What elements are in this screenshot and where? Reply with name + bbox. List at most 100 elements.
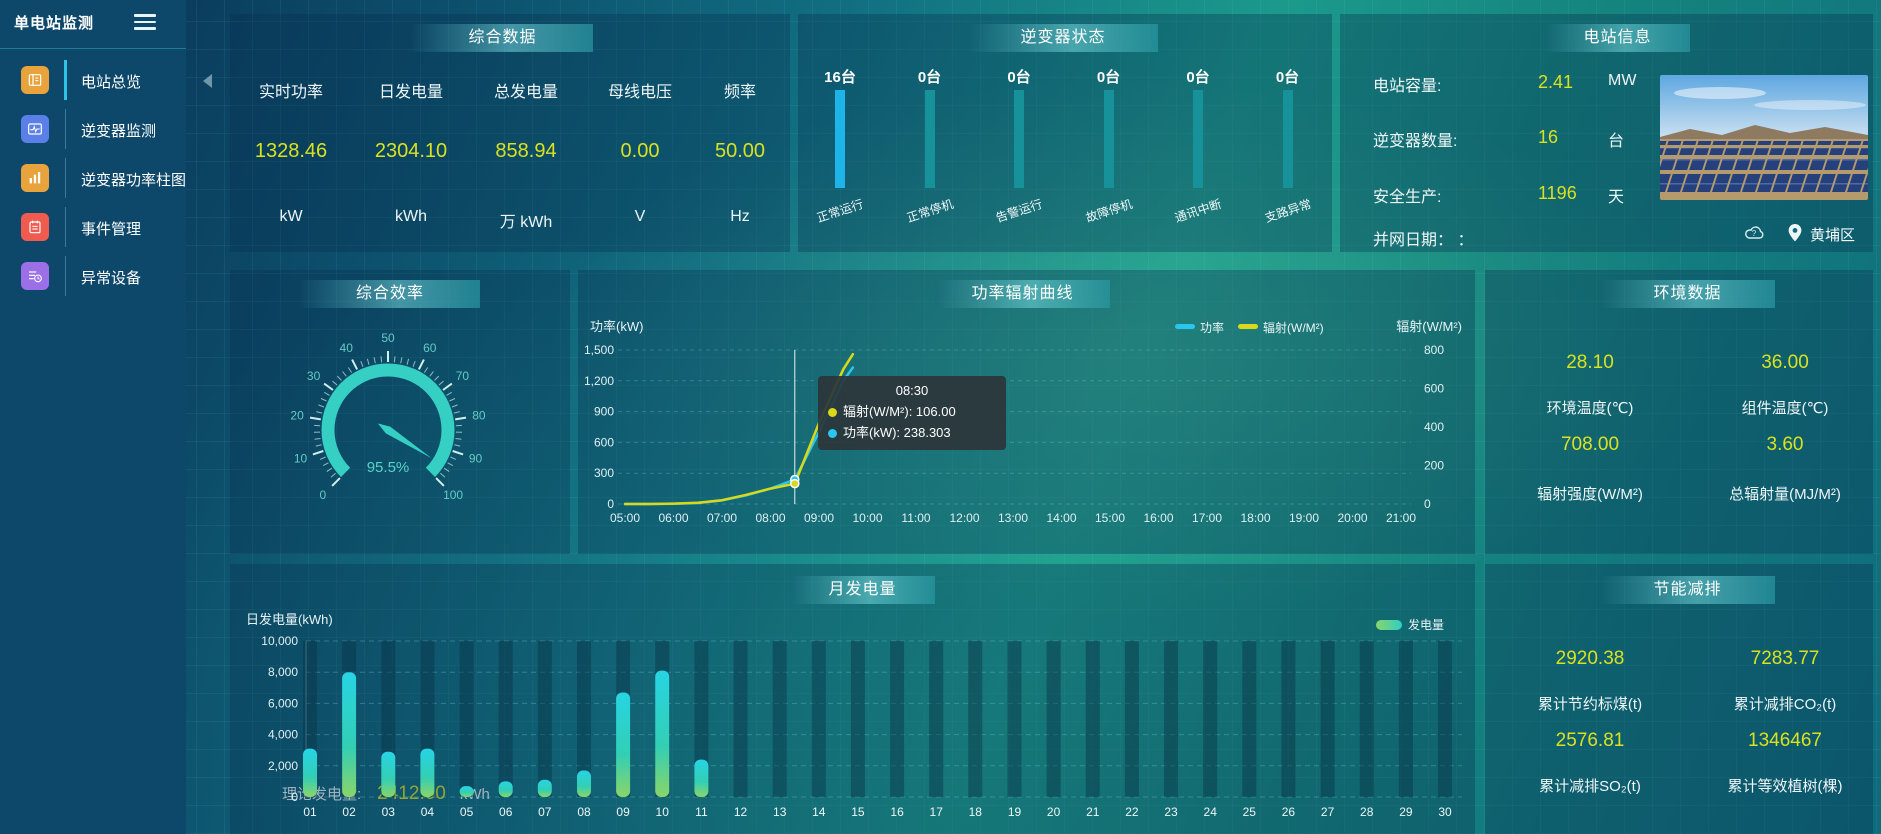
inverter-status-bar[interactable] (1193, 90, 1203, 188)
sidebar-item-label: 逆变器监测 (81, 123, 157, 140)
location-pin-icon (1788, 224, 1802, 242)
inverter-count: 0台 (1096, 69, 1121, 86)
generation-bar-11[interactable] (694, 759, 709, 797)
generation-bar-03[interactable] (381, 751, 396, 797)
summary-metric-label: 频率 (723, 84, 757, 101)
svg-text:23: 23 (1164, 805, 1178, 819)
svg-text:30: 30 (1438, 805, 1452, 819)
generation-bar-07[interactable] (537, 779, 552, 797)
panel-efficiency-title-text: 综合效率 (355, 285, 424, 302)
sidebar-item-label: 事件管理 (81, 221, 142, 238)
panel-inverter-status: 逆变器状态 16台 正常运行 0台 正常停机 0台 告警运行 0台 故障停机 0台 通讯… (798, 14, 1332, 252)
sidebar-item-inverter-power-bars[interactable]: 逆变器功率柱图 (0, 156, 186, 200)
svg-text:28: 28 (1360, 805, 1374, 819)
summary-metric-unit: kWh (395, 208, 427, 225)
svg-text:60: 60 (423, 341, 437, 355)
station-row-unit: 天 (1608, 189, 1625, 206)
station-row-label: 电站容量: (1373, 78, 1442, 95)
summary-metric-label: 日发电量 (378, 84, 444, 101)
svg-text:200: 200 (1424, 459, 1444, 473)
generation-bar-06[interactable] (498, 781, 513, 797)
svg-text:24: 24 (1204, 805, 1218, 819)
generation-bar-01[interactable] (303, 748, 317, 797)
svg-text:2,000: 2,000 (268, 759, 298, 773)
svg-text:12: 12 (734, 805, 748, 819)
hover-point (790, 478, 800, 489)
legend-label[interactable]: 发电量 (1408, 617, 1444, 632)
svg-text:1,200: 1,200 (584, 374, 614, 388)
svg-text:30: 30 (307, 369, 321, 383)
svg-text:?: ? (1752, 229, 1757, 238)
environment-metric-value: 36.00 (1761, 352, 1809, 373)
sidebar-collapse-arrow[interactable] (203, 74, 212, 88)
sidebar-item-abnormal-devices[interactable]: 异常设备 (0, 254, 186, 298)
summary-metric-value: 50.00 (714, 140, 766, 162)
generation-bar-10[interactable] (655, 670, 670, 797)
inverter-status-bar[interactable] (1103, 90, 1114, 188)
svg-text:6,000: 6,000 (268, 696, 298, 710)
monthly-generation-chart[interactable]: 0 2,000 4,000 6,000 8,000 10,000 日发电量(kWh) 01 02… (230, 564, 1475, 834)
inverter-status-bar[interactable] (1014, 90, 1024, 188)
panel-monthly-generation: 月发电量 0 2,000 4,000 6,000 8,000 10,000 日发电量(kWh… (230, 564, 1475, 834)
environment-metric-label: 总辐射量(MJ/M²) (1729, 486, 1841, 503)
saving-metric-value: 1346467 (1748, 730, 1822, 751)
panel-station-info-title-text: 电站信息 (1583, 29, 1652, 46)
sidebar-item-station-overview[interactable]: 电站总览 (0, 58, 186, 102)
sidebar-item-divider (65, 158, 66, 198)
panel-efficiency: 综合效率 0 10 20 30 40 50 60 70 80 90 100 95.5% 理论发电量: 2… (230, 270, 570, 804)
station-row-value: 16 (1538, 127, 1559, 147)
efficiency-gauge: 0 10 20 30 40 50 60 70 80 90 100 95.5% (230, 270, 570, 554)
generation-bar-04[interactable] (420, 748, 435, 797)
panel-inverter-status-title-text: 逆变器状态 (1020, 29, 1106, 46)
legend-swatch[interactable] (1376, 620, 1402, 630)
generation-bar-05[interactable] (459, 786, 474, 797)
legend-swatch[interactable] (1238, 324, 1258, 329)
summary-metric-unit: 万 kWh (499, 214, 553, 231)
generation-bar-08[interactable] (577, 770, 591, 798)
saving-metric-label: 累计等效植树(棵) (1727, 778, 1843, 795)
sidebar-item-inverter-monitor[interactable]: 逆变器监测 (0, 107, 186, 151)
sidebar-item-divider (64, 60, 67, 100)
inverter-status-bar[interactable] (924, 90, 935, 188)
panel-environment-title: 环境数据 (1600, 280, 1775, 308)
legend-swatch[interactable] (1175, 324, 1195, 329)
sidebar-item-event-management[interactable]: 事件管理 (0, 205, 186, 249)
svg-text:13: 13 (773, 805, 787, 819)
generation-bar-09[interactable] (616, 692, 631, 798)
weather-icon[interactable]: ? (1744, 224, 1766, 242)
sidebar-item-divider (65, 256, 66, 296)
menu-toggle-icon[interactable] (134, 14, 158, 34)
inverter-count: 0台 (1186, 69, 1210, 86)
svg-text:08: 08 (577, 805, 591, 819)
svg-text:05: 05 (460, 805, 474, 819)
panel-inverter-status-title: 逆变器状态 (968, 24, 1158, 52)
panel-monthly-generation-title-text: 月发电量 (828, 581, 897, 598)
svg-text:09: 09 (616, 805, 630, 819)
inverter-count: 0台 (917, 69, 942, 86)
event-management-icon (21, 213, 49, 241)
svg-text:01: 01 (303, 805, 317, 819)
panel-efficiency-title: 综合效率 (300, 280, 480, 308)
inverter-status-bar[interactable] (835, 90, 845, 188)
svg-text:日发电量(kWh): 日发电量(kWh) (246, 612, 333, 627)
svg-text:400: 400 (1424, 420, 1444, 434)
panel-summary: 综合数据 实时功率 1328.46 kW 日发电量 2304.10 kWh 总发电量… (230, 14, 790, 252)
sidebar: 单电站监测 电站总览 逆变器监测 逆变器功率柱图 事件管理 异常设备 (0, 0, 186, 834)
power-radiation-chart[interactable]: 0 300 600 900 1,200 1,500 0 200 400 600 800 05:00 06… (578, 270, 1475, 554)
inverter-status-label: 告警运行 (994, 196, 1045, 226)
station-row-value: 2.41 (1538, 72, 1574, 92)
legend-label[interactable]: 辐射(W/M²) (1263, 320, 1324, 335)
svg-text:20: 20 (290, 409, 304, 423)
summary-metric-value: 1328.46 (254, 140, 328, 162)
panel-environment-title-text: 环境数据 (1653, 285, 1722, 302)
svg-text:0: 0 (1424, 497, 1431, 511)
summary-metric-value: 2304.10 (374, 140, 448, 162)
legend-label[interactable]: 功率 (1200, 320, 1224, 335)
inverter-status-bar[interactable] (1282, 90, 1293, 188)
generation-bar-02[interactable] (342, 672, 357, 797)
svg-text:19: 19 (1008, 805, 1022, 819)
svg-text:40: 40 (340, 341, 354, 355)
inverter-status-label: 正常停机 (904, 196, 955, 226)
svg-text:900: 900 (594, 405, 614, 419)
